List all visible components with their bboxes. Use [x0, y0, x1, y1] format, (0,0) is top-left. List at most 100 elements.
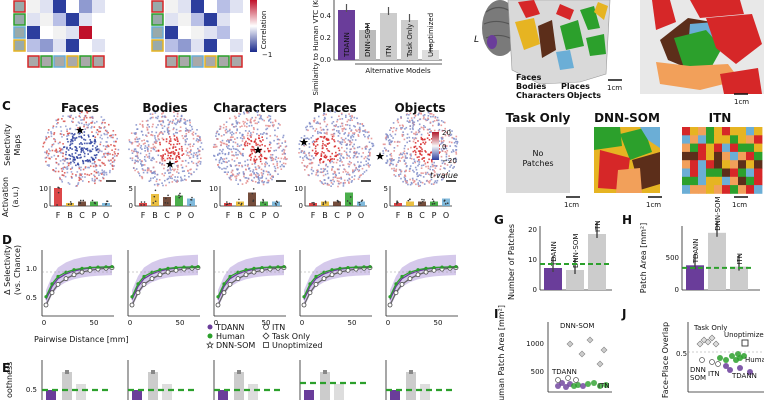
map-point [347, 139, 350, 141]
map-point [182, 179, 184, 182]
map-point [63, 134, 65, 136]
map-point [420, 113, 422, 115]
plot-xtick-1: 50 [348, 319, 357, 327]
map-point [152, 146, 154, 149]
itn-cell [722, 176, 731, 186]
tdann-point [727, 367, 733, 373]
map-point [440, 148, 443, 150]
map-point [341, 125, 344, 127]
map-point [401, 133, 404, 136]
map-point [233, 115, 236, 118]
map-point [163, 164, 166, 166]
map-point [92, 145, 94, 147]
map-point [103, 127, 105, 129]
map-point [279, 160, 281, 163]
map-point [350, 117, 352, 120]
itn-cell [754, 135, 763, 144]
map-point [395, 127, 398, 130]
map-point [264, 162, 266, 165]
panel-d-letter: D [2, 233, 12, 247]
map-point [101, 169, 103, 171]
map-point [357, 170, 360, 173]
map-point [420, 146, 422, 149]
map-point [418, 159, 420, 161]
task-only-point [708, 334, 716, 342]
map-point [190, 153, 193, 156]
panel-e-tick: 0.5 [26, 386, 37, 394]
map-point [440, 159, 443, 162]
map-point [223, 142, 226, 145]
map-point [445, 131, 448, 134]
map-point [325, 145, 327, 147]
map-point [312, 170, 315, 172]
activation-dot [349, 196, 352, 198]
map-point [173, 135, 176, 137]
map-point [229, 117, 231, 120]
map-point [216, 130, 219, 133]
map-point [93, 140, 96, 143]
bar-marker [151, 370, 155, 374]
map-point [250, 140, 253, 143]
map-point [236, 168, 238, 170]
map-point [247, 137, 249, 140]
map-point [233, 154, 235, 157]
map-point [190, 168, 192, 171]
map-point [400, 128, 402, 130]
map-point [390, 141, 393, 144]
map-title-0: Faces [61, 101, 99, 115]
map-point [154, 112, 157, 114]
map-point [160, 155, 162, 157]
map-point [308, 158, 311, 161]
itn-marker [235, 276, 241, 282]
itn-cell [754, 143, 763, 153]
map-point [190, 173, 193, 176]
map-point [318, 115, 320, 118]
map-point [382, 152, 385, 155]
map-point [401, 124, 404, 126]
map-point [341, 113, 343, 116]
map-point [162, 157, 165, 160]
map-point [231, 123, 234, 125]
map-point [243, 125, 246, 127]
panel-i-tick-1000: 1000 [526, 340, 544, 348]
map-point [281, 164, 283, 166]
human-marker [276, 265, 280, 269]
map-point [367, 158, 370, 161]
map-point [406, 120, 409, 122]
map-point [324, 173, 327, 176]
map-point [75, 149, 78, 152]
map-point [67, 140, 69, 143]
map-point [351, 119, 353, 121]
map-point [72, 160, 74, 162]
map-point [319, 126, 322, 129]
map-point [350, 129, 353, 131]
map-point [273, 124, 275, 126]
map-point [422, 127, 425, 129]
map-point [416, 173, 418, 175]
map-point [386, 135, 389, 137]
map-point [183, 175, 186, 177]
map-point [79, 157, 81, 159]
map-point [152, 166, 155, 169]
map-point [163, 174, 165, 177]
activation-dot [165, 197, 167, 200]
map-point [67, 164, 70, 167]
map-point [351, 114, 353, 117]
activation-dot [358, 201, 361, 204]
map-point [346, 120, 349, 123]
itn-cell [714, 143, 723, 153]
selectivity-map-bodies [128, 111, 204, 187]
stimulus-thumbnail [151, 0, 164, 13]
human-marker [314, 274, 318, 279]
itn-cell [746, 168, 755, 178]
itn-marker [393, 290, 399, 296]
itn-scale: 1cm [732, 201, 747, 209]
map-point [176, 132, 178, 134]
task-only-scale: 1cm [564, 201, 579, 209]
activation-bar [187, 198, 195, 206]
map-point [284, 153, 286, 155]
map-point [85, 123, 88, 126]
map-point [169, 166, 171, 169]
legend-label: ITN [272, 323, 285, 332]
map-point [243, 111, 245, 114]
